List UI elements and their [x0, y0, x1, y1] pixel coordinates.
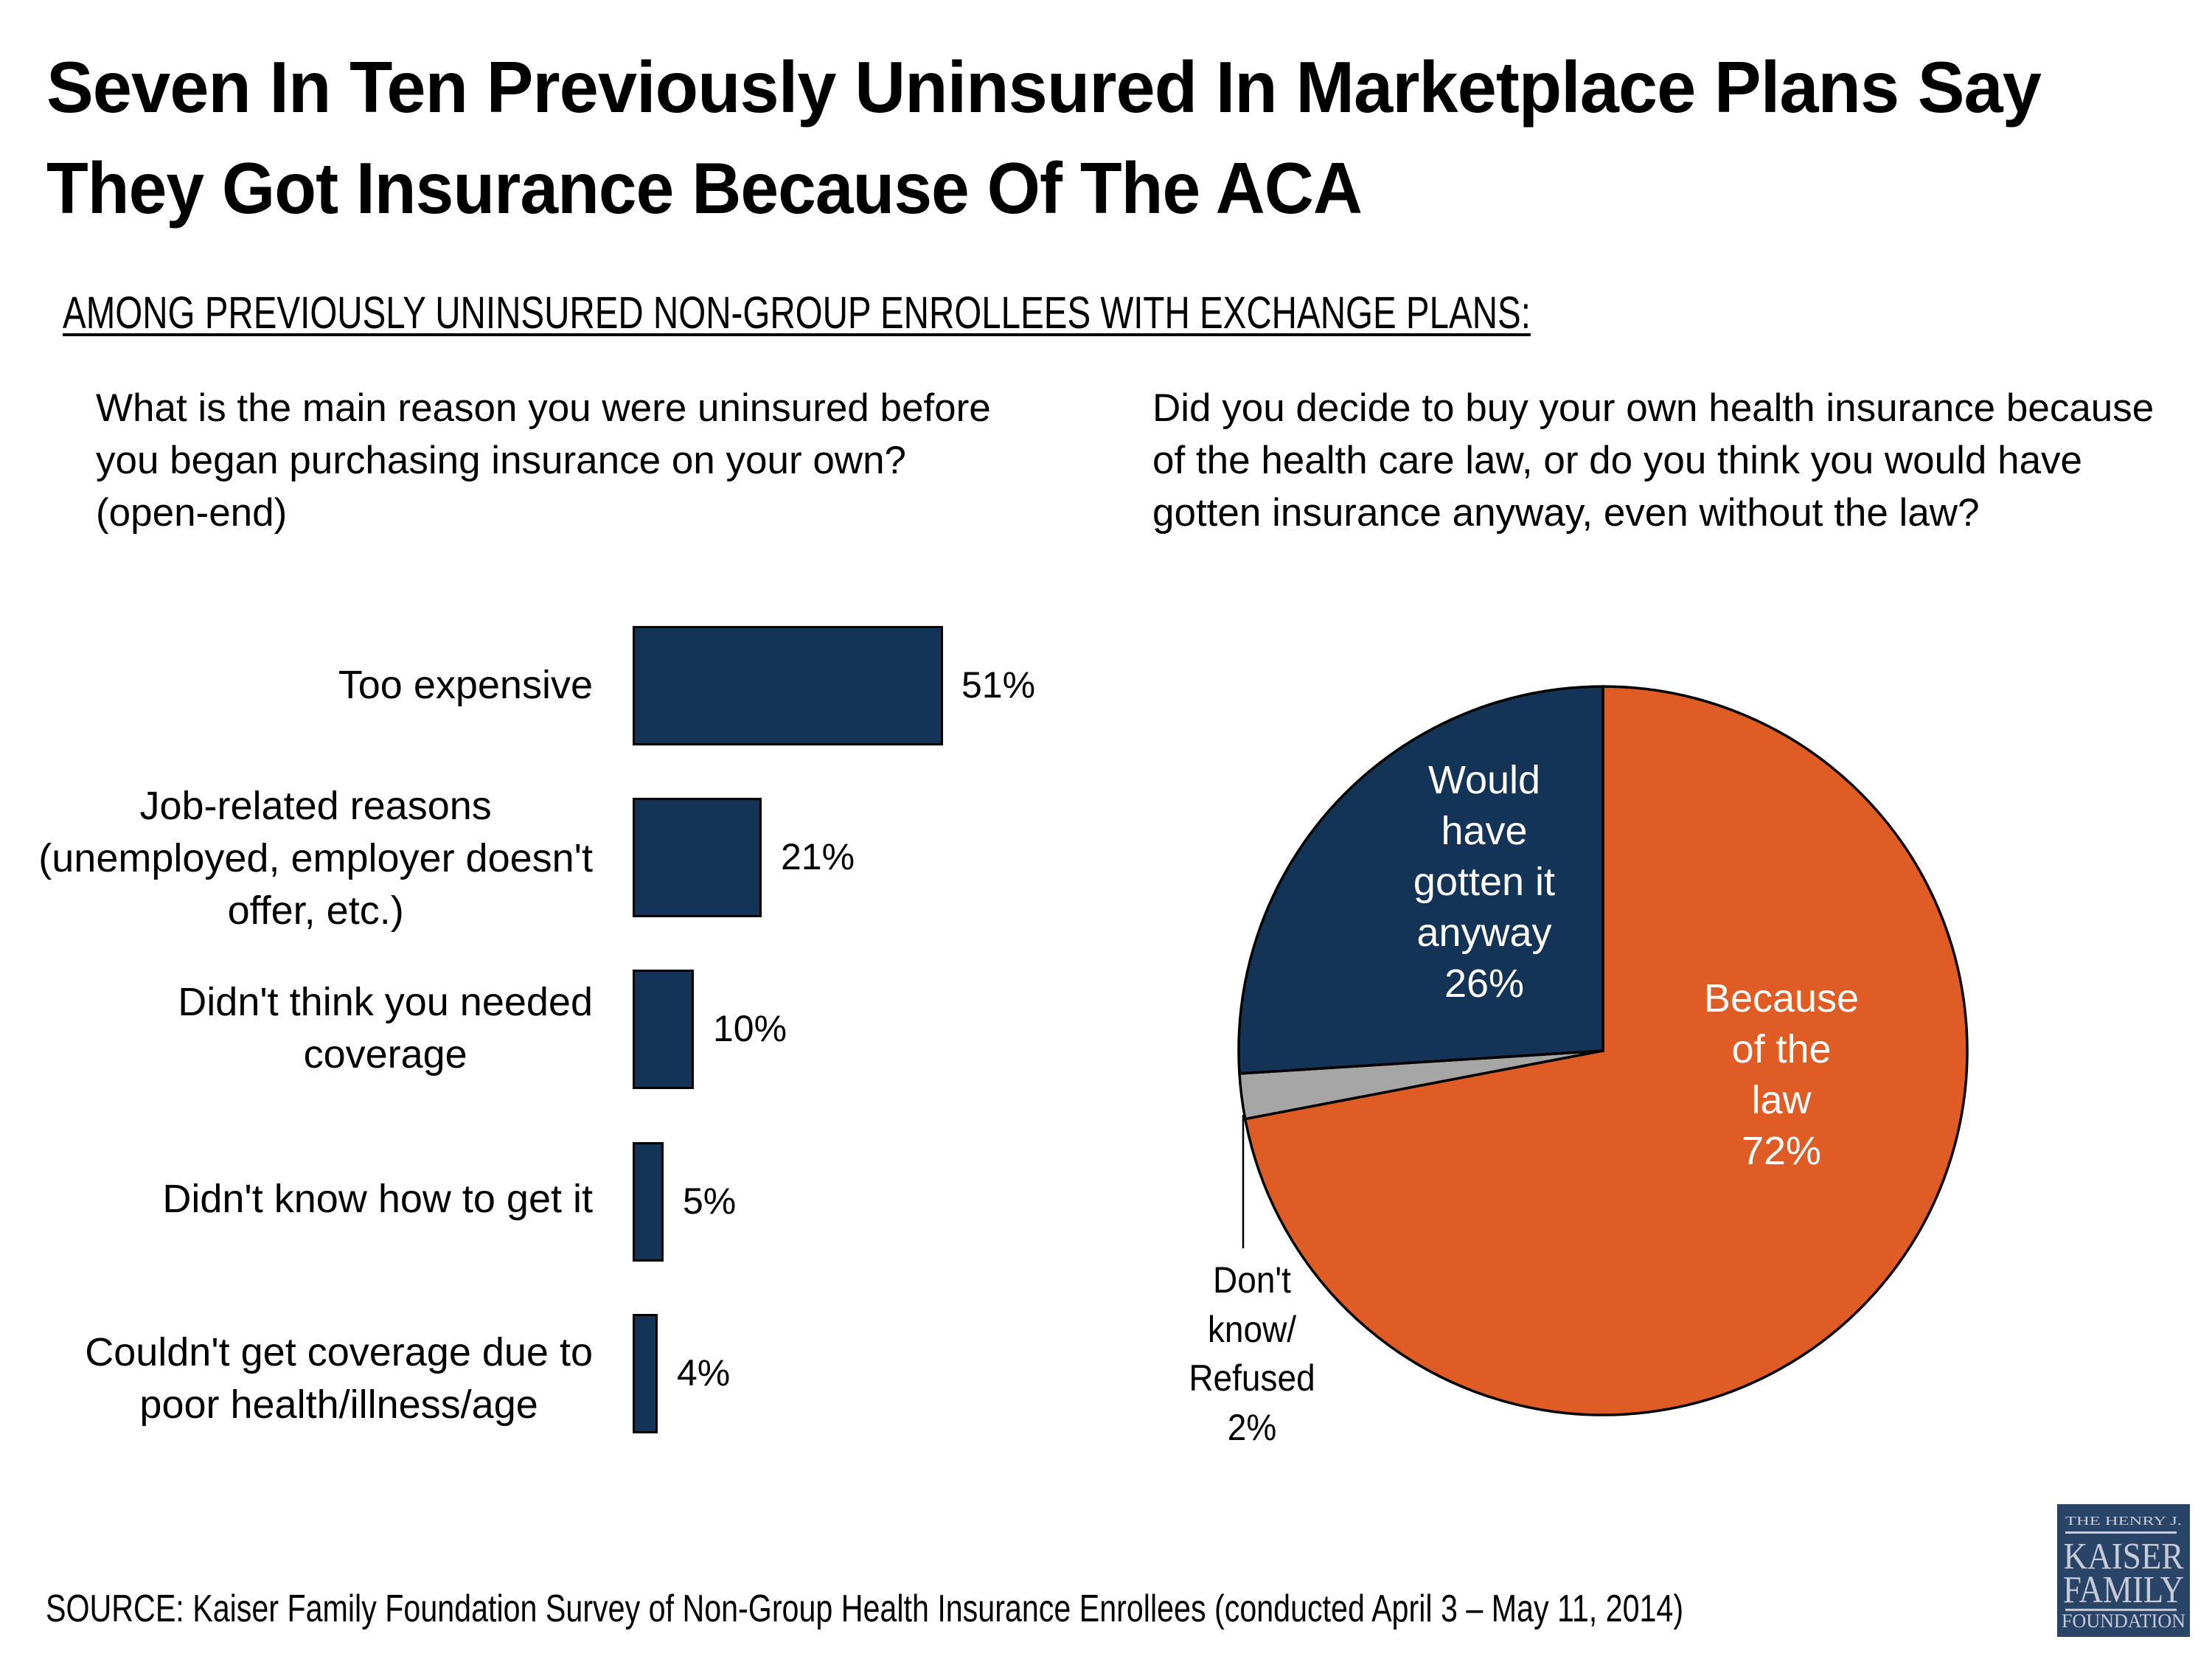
svg-text:KAISER: KAISER: [2064, 1536, 2184, 1577]
svg-text:THE HENRY J.: THE HENRY J.: [2065, 1514, 2182, 1528]
svg-text:FOUNDATION: FOUNDATION: [2062, 1610, 2185, 1632]
svg-text:FAMILY: FAMILY: [2063, 1569, 2184, 1611]
